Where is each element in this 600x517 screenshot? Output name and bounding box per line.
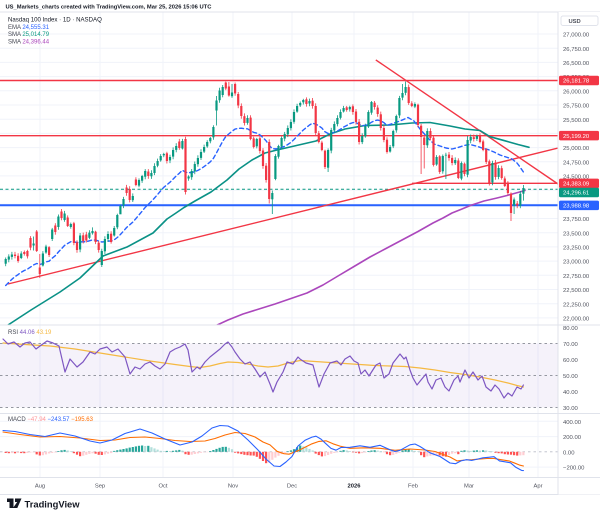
svg-text:MACD −47.94 −243.57 −195.63: MACD −47.94 −243.57 −195.63 (8, 417, 94, 423)
svg-text:24,296.61: 24,296.61 (563, 191, 589, 197)
svg-text:60.00: 60.00 (563, 358, 578, 364)
svg-text:24,500.00: 24,500.00 (563, 175, 590, 181)
svg-text:26,000.00: 26,000.00 (563, 89, 590, 95)
svg-text:22,000.00: 22,000.00 (563, 317, 590, 323)
svg-text:26,500.00: 26,500.00 (563, 61, 590, 67)
svg-text:0.00: 0.00 (563, 450, 575, 456)
svg-text:26,750.00: 26,750.00 (563, 47, 590, 53)
svg-text:2026: 2026 (348, 484, 362, 490)
svg-text:25,750.00: 25,750.00 (563, 104, 590, 110)
svg-text:Dec: Dec (287, 484, 297, 490)
svg-text:23,500.00: 23,500.00 (563, 231, 590, 237)
svg-text:−200.00: −200.00 (563, 466, 585, 472)
svg-text:26,181.78: 26,181.78 (563, 79, 590, 85)
svg-text:Apr: Apr (533, 484, 542, 490)
svg-text:25,000.00: 25,000.00 (563, 146, 590, 152)
svg-text:22,750.00: 22,750.00 (563, 274, 590, 280)
svg-text:23,250.00: 23,250.00 (563, 246, 590, 252)
svg-text:Oct: Oct (158, 484, 167, 490)
svg-text:23,000.00: 23,000.00 (563, 260, 590, 266)
svg-text:80.00: 80.00 (563, 326, 578, 332)
svg-text:TradingView: TradingView (25, 499, 81, 510)
svg-text:USD: USD (569, 19, 581, 25)
svg-text:EMA 24,555.31: EMA 24,555.31 (8, 25, 50, 31)
svg-text:Feb: Feb (408, 484, 418, 490)
svg-text:Sep: Sep (95, 484, 105, 490)
svg-text:400.00: 400.00 (563, 420, 582, 426)
svg-text:US_Markets_charts created with: US_Markets_charts created with TradingVi… (6, 5, 213, 11)
svg-text:25,500.00: 25,500.00 (563, 118, 590, 124)
svg-text:RSI 44.06 43.19: RSI 44.06 43.19 (8, 330, 52, 336)
svg-text:23,988.98: 23,988.98 (563, 203, 590, 209)
svg-text:30.00: 30.00 (563, 406, 578, 412)
svg-text:200.00: 200.00 (563, 435, 582, 441)
svg-text:23,750.00: 23,750.00 (563, 217, 590, 223)
svg-text:27,000.00: 27,000.00 (563, 33, 590, 39)
svg-text:50.00: 50.00 (563, 374, 578, 380)
svg-text:22,500.00: 22,500.00 (563, 288, 590, 294)
svg-text:SMA 24,396.44: SMA 24,396.44 (8, 39, 50, 45)
svg-text:70.00: 70.00 (563, 342, 578, 348)
svg-text:Nov: Nov (228, 484, 238, 490)
svg-text:24,383.09: 24,383.09 (563, 181, 589, 187)
svg-text:Mar: Mar (464, 484, 474, 490)
svg-text:25,199.20: 25,199.20 (563, 134, 590, 140)
svg-text:22,250.00: 22,250.00 (563, 302, 590, 308)
svg-text:Aug: Aug (35, 484, 45, 490)
svg-text:40.00: 40.00 (563, 390, 578, 396)
svg-text:24,750.00: 24,750.00 (563, 160, 590, 166)
svg-text:Nasdaq 100 Index · 1D · NASDAQ: Nasdaq 100 Index · 1D · NASDAQ (8, 17, 102, 24)
svg-text:SMA 25,014.79: SMA 25,014.79 (8, 32, 50, 38)
